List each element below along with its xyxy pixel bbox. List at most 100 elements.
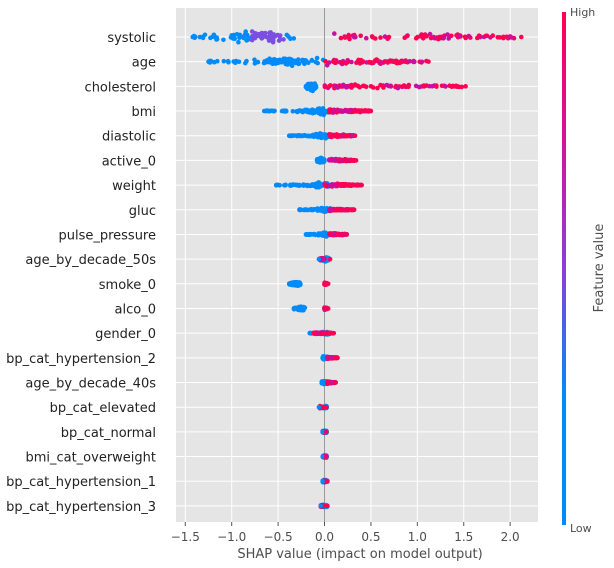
shap-point (277, 37, 283, 42)
x-axis-ticks: −1.5 −1.0 −0.5 0.0 0.5 1.0 1.5 2.0 (171, 522, 520, 544)
shap-point (338, 35, 344, 41)
feature-label: systolic (107, 31, 156, 46)
shap-point (329, 207, 334, 212)
feature-label: bp_cat_hypertension_3 (6, 500, 156, 515)
shap-point (332, 31, 337, 36)
shap-point (370, 35, 376, 40)
shap-point (296, 61, 301, 67)
shap-point (407, 59, 413, 64)
shap-point (295, 109, 300, 115)
shap-point (344, 207, 350, 213)
shap-point (292, 58, 298, 64)
shap-point (445, 32, 450, 37)
shap-point (322, 84, 328, 90)
shap-point (341, 82, 346, 88)
shap-point (324, 404, 329, 410)
shap-point (427, 31, 433, 37)
shap-point (335, 355, 340, 361)
shap-point (229, 33, 234, 38)
shap-point (300, 109, 306, 114)
shap-point (331, 330, 337, 336)
feature-label: bp_cat_normal (61, 426, 156, 441)
shap-point (386, 35, 391, 40)
shap-point (354, 183, 359, 188)
shap-point (401, 83, 406, 89)
shap-point (252, 57, 257, 62)
shap-point (319, 380, 325, 385)
shap-point (317, 207, 323, 212)
shap-point (320, 454, 326, 459)
shap-point (297, 282, 302, 288)
shap-point (337, 207, 343, 212)
shap-point (221, 58, 227, 64)
shap-point (321, 112, 327, 118)
shap-point (273, 182, 279, 188)
shap-point (328, 355, 334, 361)
shap-point (320, 429, 326, 435)
shap-point (420, 36, 426, 41)
shap-point (342, 35, 348, 40)
shap-point (326, 60, 332, 65)
shap-point (397, 60, 403, 66)
shap-point (349, 59, 354, 65)
shap-point (348, 107, 354, 113)
feature-label: gluc (129, 204, 156, 219)
shap-point (299, 133, 304, 139)
shap-point (312, 231, 317, 237)
shap-point (237, 32, 243, 38)
shap-point (350, 182, 356, 188)
shap-point (519, 34, 524, 40)
shap-point (327, 183, 333, 188)
shap-point (267, 108, 273, 114)
shap-point (314, 55, 320, 61)
shap-point (344, 133, 350, 139)
shap-point (424, 33, 430, 39)
shap-point (232, 36, 237, 41)
shap-point (338, 60, 344, 65)
x-tick-label: −0.5 (264, 530, 293, 544)
shap-point (449, 33, 454, 39)
shap-point (412, 59, 417, 64)
shap-point (277, 183, 283, 188)
shap-point (320, 256, 325, 262)
shap-point (413, 36, 419, 41)
colorbar-high-label: High (570, 6, 595, 19)
shap-point (271, 32, 277, 37)
shap-point (210, 34, 215, 39)
shap-point (345, 83, 350, 89)
x-tick-label: −1.0 (217, 530, 246, 544)
shap-point (327, 256, 333, 262)
shap-point (447, 83, 452, 88)
shap-point (315, 60, 321, 66)
shap-point (371, 85, 376, 90)
shap-point (419, 59, 425, 65)
shap-point (416, 84, 422, 90)
shap-point (324, 454, 329, 459)
shap-point (333, 380, 339, 385)
shap-point (363, 108, 368, 113)
shap-point (190, 34, 195, 40)
shap-point (297, 182, 302, 188)
shap-point (291, 36, 297, 41)
shap-point (241, 35, 247, 41)
shap-point (378, 82, 383, 88)
shap-point (406, 84, 411, 89)
feature-label: smoke_0 (99, 278, 156, 293)
shap-point (452, 84, 458, 89)
shap-point (382, 59, 387, 64)
shap-point (327, 83, 332, 89)
shap-point (281, 37, 286, 42)
shap-point (286, 133, 292, 139)
shap-point (295, 133, 300, 139)
shap-point (282, 109, 288, 114)
shap-point (324, 429, 329, 435)
colorbar-title: Feature value (592, 224, 607, 313)
shap-point (316, 404, 322, 410)
feature-label: age (132, 56, 156, 71)
shap-point (327, 109, 332, 114)
shap-point (388, 59, 394, 64)
shap-point (335, 85, 341, 90)
shap-point (373, 58, 378, 63)
shap-point (310, 133, 315, 138)
